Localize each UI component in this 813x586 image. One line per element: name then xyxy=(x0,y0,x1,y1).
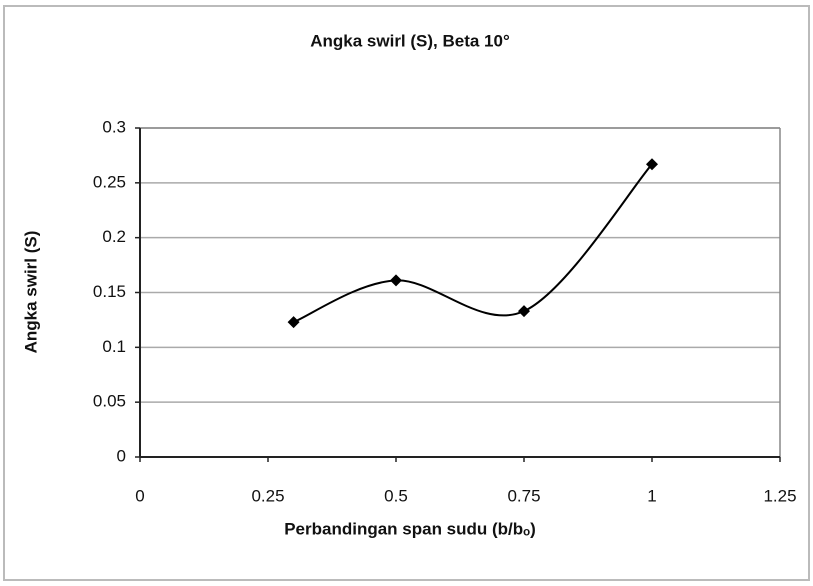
data-point xyxy=(390,274,402,287)
x-tick-label: 1.25 xyxy=(763,486,796,505)
y-tick-label: 0.3 xyxy=(102,117,126,136)
x-tick-label: 0.75 xyxy=(507,486,540,505)
x-tick-label: 0 xyxy=(135,486,144,505)
y-tick-label: 0.05 xyxy=(93,392,126,411)
y-tick-label: 0.2 xyxy=(102,227,126,246)
data-point xyxy=(518,305,530,318)
y-tick-label: 0.15 xyxy=(93,282,126,301)
y-tick-label: 0 xyxy=(117,446,126,465)
y-tick-label: 0.25 xyxy=(93,172,126,191)
y-tick-label: 0.1 xyxy=(102,337,126,356)
data-point xyxy=(287,316,300,329)
chart-title: Angka swirl (S), Beta 10° xyxy=(310,31,510,50)
x-tick-label: 0.25 xyxy=(251,486,284,505)
x-tick-label: 1 xyxy=(647,486,656,505)
y-axis-title: Angka swirl (S) xyxy=(21,231,40,354)
x-axis-title: Perbandingan span sudu (b/bₒ) xyxy=(284,519,536,538)
series-line xyxy=(293,163,653,324)
x-tick-label: 0.5 xyxy=(384,486,408,505)
data-point xyxy=(646,158,658,171)
